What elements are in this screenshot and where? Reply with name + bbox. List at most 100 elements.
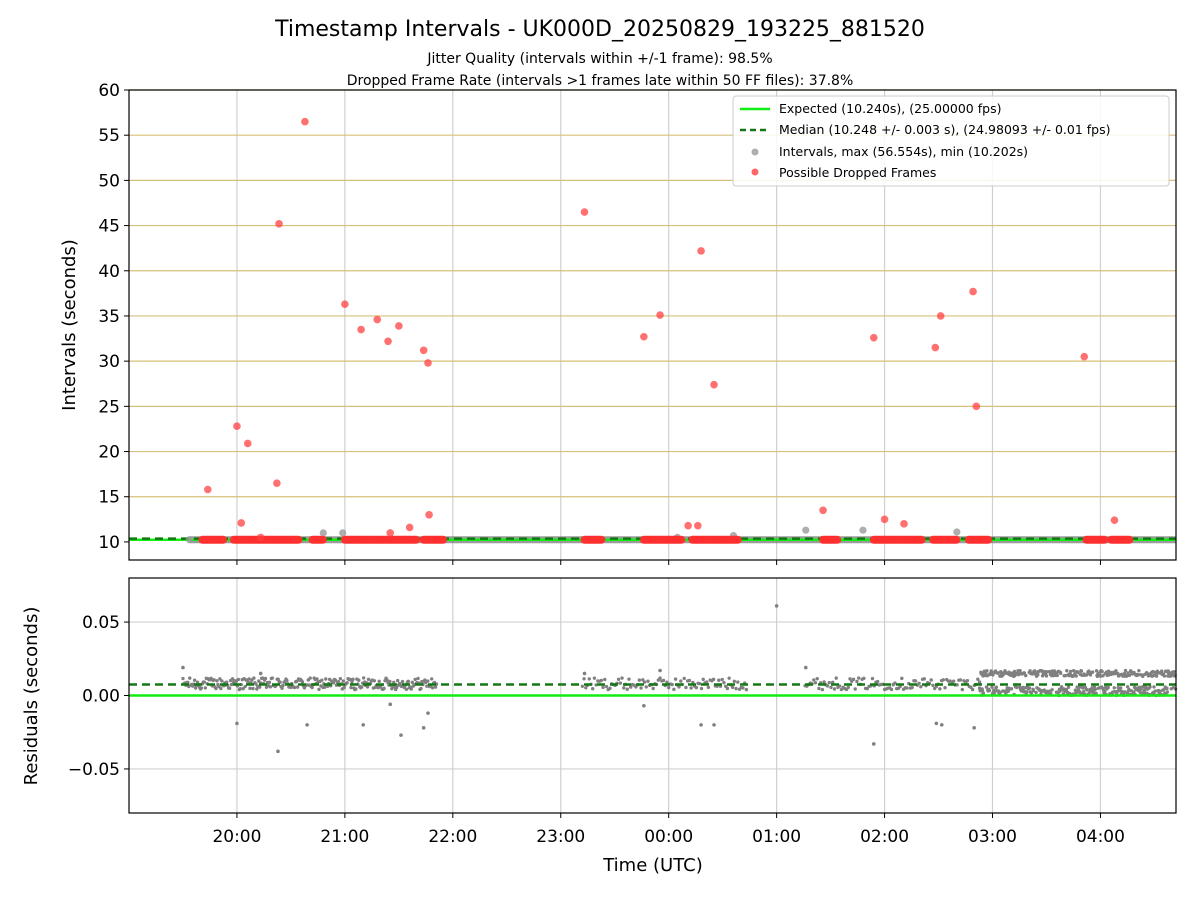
residual-point xyxy=(336,680,341,684)
residual-point xyxy=(224,680,229,684)
residual-point xyxy=(1125,674,1129,678)
residual-point xyxy=(711,677,716,682)
residual-point xyxy=(294,679,299,684)
residual-point xyxy=(727,676,731,680)
residual-point xyxy=(694,685,699,690)
residual-point xyxy=(996,671,1000,675)
residual-point xyxy=(404,687,409,691)
residual-point xyxy=(1025,690,1029,694)
intervals-y-tick-label: 60 xyxy=(98,81,120,101)
residual-point xyxy=(774,604,779,608)
dropped-frame-point xyxy=(318,535,327,544)
residual-point xyxy=(604,684,609,689)
residual-point xyxy=(1094,691,1098,696)
residual-point xyxy=(1127,687,1131,692)
residual-point xyxy=(238,686,242,691)
dropped-frame-point xyxy=(697,247,705,255)
residual-point xyxy=(1145,691,1149,695)
legend-intervals-swatch xyxy=(751,148,759,156)
residual-point xyxy=(366,677,371,682)
x-tick-label: 03:00 xyxy=(968,827,1017,847)
residual-point xyxy=(409,687,413,691)
dropped-frame-point xyxy=(301,117,309,126)
residual-point xyxy=(1141,685,1145,689)
residual-point xyxy=(1162,674,1167,678)
residual-point xyxy=(342,685,346,690)
residual-point xyxy=(829,685,833,690)
residual-point xyxy=(929,678,933,682)
residual-point xyxy=(1114,669,1118,673)
residual-point xyxy=(1112,686,1116,690)
residual-point xyxy=(699,723,703,727)
dropped-frame-point xyxy=(373,315,382,324)
residual-point xyxy=(429,677,434,681)
dropped-frame-point xyxy=(275,219,283,228)
residual-point xyxy=(392,680,396,685)
residual-point xyxy=(410,680,414,685)
residual-point xyxy=(1034,690,1038,695)
residual-point xyxy=(704,680,709,684)
residual-point xyxy=(247,677,251,681)
residuals-y-tick-label: −0.05 xyxy=(68,760,120,780)
residuals-data xyxy=(129,604,1178,754)
residual-point xyxy=(599,678,604,683)
dropped-frame-point xyxy=(677,535,686,544)
residual-point xyxy=(395,678,400,683)
residual-point xyxy=(855,679,859,684)
residual-point xyxy=(1036,673,1040,677)
residual-point xyxy=(406,679,411,683)
residual-point xyxy=(1106,669,1111,673)
residual-point xyxy=(831,680,835,685)
dropped-frame-point xyxy=(733,535,742,544)
residual-point xyxy=(622,686,626,690)
intervals-y-ticks: 10 15 20 25 30 35 40 45 50 55 60 xyxy=(98,81,1101,565)
dropped-frame-point xyxy=(931,343,940,352)
intervals-y-tick-label: 45 xyxy=(98,217,120,237)
residual-point xyxy=(684,685,688,690)
residual-point xyxy=(712,723,716,727)
residual-point xyxy=(1078,685,1082,689)
residual-point xyxy=(1137,668,1141,673)
dropped-frame-point xyxy=(640,332,648,341)
residual-point xyxy=(862,676,866,681)
residual-point xyxy=(851,677,856,682)
residual-point xyxy=(308,676,312,680)
residual-point xyxy=(1085,688,1089,692)
residual-point xyxy=(1087,669,1091,673)
residual-point xyxy=(1045,670,1049,674)
intervals-y-tick-label: 25 xyxy=(98,397,120,417)
dropped-frame-point xyxy=(357,325,365,334)
residual-point xyxy=(744,687,749,692)
legend-expected-label: Expected (10.240s), (25.00000 fps) xyxy=(779,101,1001,116)
dropped-frame-point xyxy=(1080,352,1089,361)
chart-title: Timestamp Intervals - UK000D_20250829_19… xyxy=(274,17,925,42)
legend-median-label: Median (10.248 +/- 0.003 s), (24.98093 +… xyxy=(779,122,1110,137)
residual-point xyxy=(202,680,207,684)
residual-point xyxy=(345,681,349,685)
residual-point xyxy=(252,676,256,680)
residual-point xyxy=(317,687,321,692)
residual-point xyxy=(991,673,995,677)
residual-point xyxy=(1059,671,1063,676)
intervals-y-axis-label: Intervals (seconds) xyxy=(59,239,80,411)
residuals-ticks: 20:00 21:00 22:00 23:00 00:00 01:00 02:00 03:00… xyxy=(68,613,1125,847)
residual-point xyxy=(992,688,996,692)
residual-point xyxy=(1014,685,1019,690)
dropped-frame-point xyxy=(917,535,926,544)
intervals-y-tick-label: 20 xyxy=(98,443,120,463)
residual-point xyxy=(1127,673,1132,678)
interval-point xyxy=(802,526,810,534)
residual-point xyxy=(361,723,366,727)
residual-point xyxy=(803,665,808,670)
residual-point xyxy=(994,685,999,689)
residual-point xyxy=(856,676,861,680)
residual-point xyxy=(919,685,923,689)
residual-point xyxy=(1078,691,1083,695)
residual-point xyxy=(1160,669,1164,673)
residual-point xyxy=(399,733,403,737)
residual-point xyxy=(1165,690,1170,694)
intervals-y-tick-label: 15 xyxy=(98,488,120,508)
residual-point xyxy=(815,677,819,681)
residual-point xyxy=(584,686,588,690)
